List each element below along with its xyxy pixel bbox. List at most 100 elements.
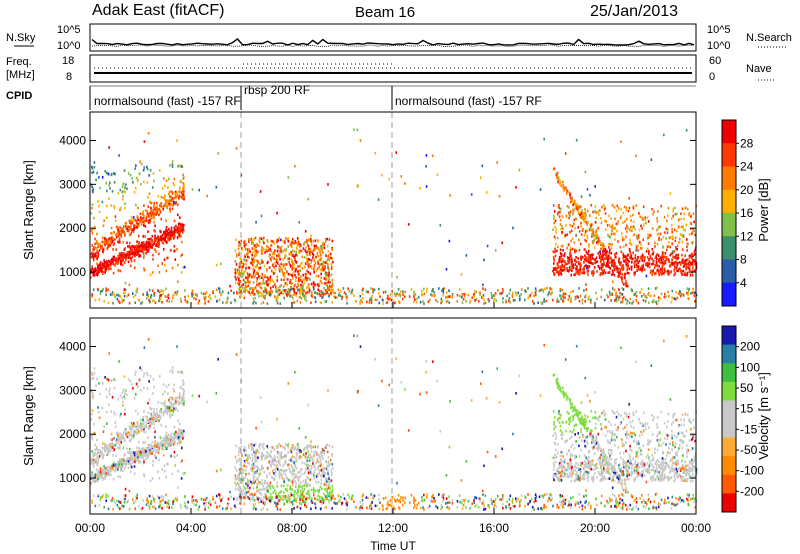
- power-cell: [293, 250, 296, 253]
- power-cell: [625, 263, 627, 267]
- power-cell: [630, 243, 632, 246]
- velocity-cell: [96, 470, 99, 474]
- power-cell: [94, 242, 96, 246]
- power-cell: [613, 288, 616, 292]
- power-cell: [599, 252, 602, 256]
- power-cell: [562, 259, 565, 263]
- power-cell: [293, 293, 296, 296]
- power-cell: [234, 281, 237, 285]
- power-cell: [578, 299, 581, 303]
- power-cell: [96, 262, 98, 265]
- power-cell: [147, 250, 149, 253]
- power-cell: [253, 292, 256, 296]
- power-cell: [151, 211, 154, 215]
- power-cell: [154, 236, 156, 240]
- power-cell: [169, 207, 171, 211]
- power-cell: [610, 252, 613, 255]
- power-cell: [306, 269, 308, 273]
- power-cell: [666, 228, 669, 231]
- power-cell: [328, 274, 331, 277]
- power-cell: [174, 202, 177, 205]
- power-cell: [689, 269, 691, 272]
- power-cell: [307, 286, 310, 289]
- power-cell: [93, 165, 96, 169]
- power-cell: [618, 275, 620, 278]
- power-cell: [611, 293, 614, 296]
- power-cell: [285, 248, 288, 251]
- power-cell: [587, 260, 590, 264]
- power-cell: [479, 291, 482, 295]
- power-cell: [124, 291, 126, 295]
- power-cell: [609, 242, 611, 246]
- power-cell: [121, 300, 124, 303]
- velocity-cell: [153, 448, 155, 452]
- power-cell: [212, 290, 214, 293]
- power-cell: [505, 299, 507, 302]
- power-cell: [651, 257, 653, 261]
- power-cell: [651, 248, 654, 251]
- power-cell: [600, 247, 602, 251]
- power-cell: [378, 301, 381, 305]
- power-cell: [186, 300, 189, 304]
- power-cell: [658, 225, 660, 228]
- power-cell: [294, 283, 296, 287]
- power-cell: [130, 219, 132, 223]
- power-cell: [236, 271, 238, 274]
- power-cell: [584, 238, 586, 242]
- power-cell: [596, 297, 598, 301]
- velocity-cell: [158, 447, 161, 450]
- power-cell: [171, 266, 174, 270]
- velocity-cell: [170, 432, 173, 436]
- velocity-cell: [155, 415, 157, 418]
- velocity-cell: [116, 441, 118, 445]
- power-cell: [589, 257, 592, 261]
- power-cell: [163, 233, 165, 236]
- power-cell: [249, 293, 252, 296]
- velocity-cell: [118, 462, 121, 465]
- power-cell: [91, 228, 94, 231]
- power-cell: [127, 225, 130, 228]
- power-cell: [599, 273, 601, 277]
- power-cell: [293, 291, 296, 295]
- power-cell: [641, 264, 643, 268]
- power-cell: [143, 224, 145, 227]
- power-cell: [113, 204, 115, 208]
- power-cell: [623, 275, 626, 279]
- power-cell: [261, 260, 263, 264]
- power-cell: [599, 209, 601, 212]
- power-cell: [632, 300, 635, 303]
- velocity-cell: [102, 454, 105, 458]
- power-cell: [683, 264, 685, 268]
- power-cell: [107, 301, 110, 305]
- power-cell: [271, 256, 273, 259]
- power-cell: [509, 301, 512, 304]
- velocity-cell: [174, 396, 177, 400]
- power-cell: [633, 293, 636, 296]
- velocity-cell: [160, 436, 162, 440]
- power-cell: [634, 271, 636, 274]
- power-cell: [168, 177, 170, 181]
- power-cell: [692, 228, 694, 232]
- power-cell: [648, 234, 651, 238]
- power-cell: [116, 232, 118, 235]
- power-cell: [565, 192, 568, 195]
- power-cell: [655, 260, 658, 263]
- power-cell: [153, 220, 155, 224]
- power-cell: [138, 224, 140, 227]
- power-cell: [308, 289, 311, 292]
- power-cell: [92, 252, 95, 256]
- power-cell: [568, 265, 571, 269]
- power-cell: [683, 259, 685, 263]
- power-cell: [124, 206, 126, 210]
- power-cell: [397, 293, 400, 297]
- power-cell: [258, 240, 261, 244]
- power-cell: [323, 277, 326, 280]
- power-cell: [574, 207, 576, 211]
- power-cell: [148, 244, 151, 248]
- power-cell: [298, 250, 300, 253]
- power-cell: [313, 248, 315, 251]
- power-cell: [254, 274, 257, 277]
- power-cell: [255, 259, 258, 262]
- power-cell: [628, 301, 631, 305]
- power-cell: [291, 274, 294, 278]
